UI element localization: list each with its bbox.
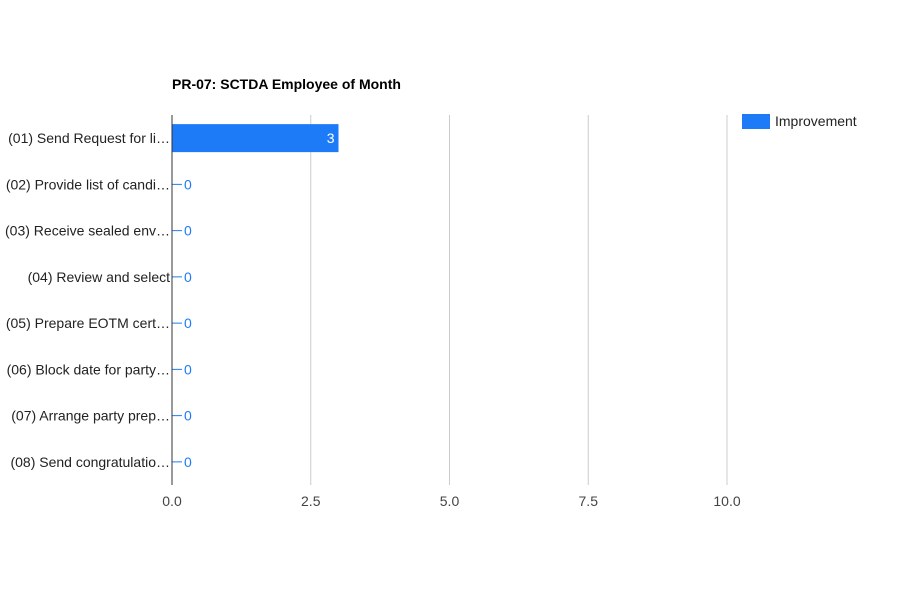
category-label-7: (07) Arrange party prep… bbox=[11, 408, 170, 424]
data-labels: 3 0 0 0 0 0 0 0 bbox=[184, 130, 335, 470]
data-label-2: 0 bbox=[184, 176, 192, 192]
legend-swatch-improvement bbox=[742, 114, 770, 129]
data-label-3: 0 bbox=[184, 223, 192, 239]
x-tick-label-2: 5.0 bbox=[440, 493, 460, 509]
bars bbox=[172, 124, 339, 463]
category-label-2: (02) Provide list of candi… bbox=[6, 176, 170, 192]
x-tick-label-0: 0.0 bbox=[162, 493, 182, 509]
x-tick-label-4: 10.0 bbox=[713, 493, 740, 509]
x-tick-labels: 0.0 2.5 5.0 7.5 10.0 bbox=[162, 493, 741, 509]
data-label-7: 0 bbox=[184, 408, 192, 424]
category-label-8: (08) Send congratulatio… bbox=[10, 454, 170, 470]
data-label-4: 0 bbox=[184, 269, 192, 285]
bar-1 bbox=[172, 124, 339, 153]
x-tick-label-1: 2.5 bbox=[301, 493, 321, 509]
data-label-5: 0 bbox=[184, 315, 192, 331]
legend: Improvement bbox=[742, 113, 857, 129]
data-label-8: 0 bbox=[184, 454, 192, 470]
category-label-6: (06) Block date for party… bbox=[7, 361, 170, 377]
category-label-1: (01) Send Request for li… bbox=[8, 130, 170, 146]
category-label-5: (05) Prepare EOTM cert… bbox=[6, 315, 170, 331]
category-labels: (01) Send Request for li… (02) Provide li… bbox=[5, 130, 170, 470]
data-label-6: 0 bbox=[184, 361, 192, 377]
gridlines bbox=[310, 115, 728, 485]
category-label-4: (04) Review and select bbox=[28, 269, 171, 285]
data-label-1: 3 bbox=[327, 130, 335, 146]
legend-label-improvement: Improvement bbox=[775, 113, 857, 129]
chart-title: PR-07: SCTDA Employee of Month bbox=[172, 76, 401, 92]
x-tick-label-3: 7.5 bbox=[579, 493, 599, 509]
category-label-3: (03) Receive sealed env… bbox=[5, 223, 170, 239]
